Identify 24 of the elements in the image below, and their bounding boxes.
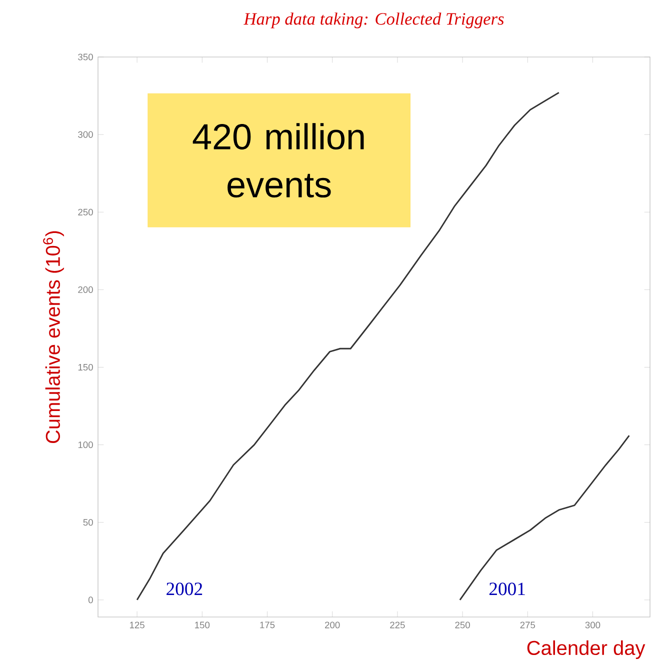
annotation: 420 million events (192, 123, 364, 198)
y-tick-label: 50 (83, 519, 93, 526)
x-tick-label: 250 (455, 622, 470, 628)
y-tick-label: 0 (88, 596, 93, 604)
line-series (136, 92, 560, 601)
series-label: 2002 (166, 582, 202, 596)
x-tick-label: 275 (520, 622, 536, 628)
line-series (459, 434, 630, 601)
y-tick-label: 250 (78, 208, 93, 216)
y-tick-label: 350 (78, 54, 93, 60)
x-tick-label: 175 (260, 622, 275, 628)
x-tick-label: 225 (390, 622, 405, 628)
y-tick-label: 150 (78, 364, 93, 371)
x-tick-label: 125 (130, 622, 144, 628)
series-label: 2001 (489, 582, 525, 596)
x-tick-label: 300 (585, 622, 600, 628)
y-tick-label: 200 (78, 286, 93, 293)
y-tick-label: 300 (78, 131, 93, 138)
x-axis-title: Calender day (527, 640, 646, 660)
y-axis-title: Cumulative events (10$^{6}$) (43, 231, 64, 444)
y-tick-label: 100 (78, 442, 93, 448)
x-tick-label: 200 (325, 622, 340, 628)
x-tick-label: 150 (195, 622, 210, 628)
chart-title: Harp data taking: Collected Triggers (244, 12, 504, 28)
